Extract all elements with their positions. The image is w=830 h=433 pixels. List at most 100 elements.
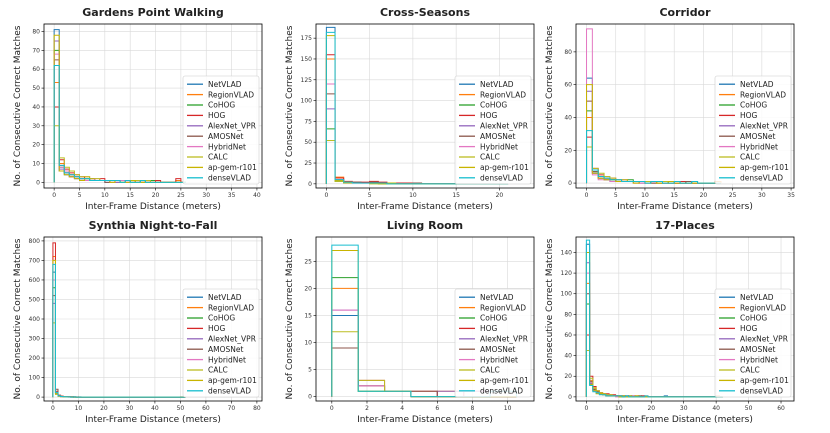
- legend-entry: CALC: [740, 366, 760, 375]
- x-tick-label: 10: [75, 405, 83, 412]
- x-tick-label: 10: [615, 405, 623, 412]
- axes-frame: [315, 23, 535, 189]
- y-tick-label: 60: [564, 332, 572, 339]
- x-axis-label: Inter-Frame Distance (meters): [617, 415, 753, 425]
- x-tick-label: 60: [777, 405, 785, 412]
- y-tick-label: 175: [301, 35, 313, 42]
- axes-frame: [575, 23, 795, 189]
- legend-entry: ap-gem-r101: [208, 376, 257, 385]
- x-tick-label: 20: [647, 405, 655, 412]
- y-tick-label: 600: [29, 277, 41, 284]
- y-tick-label: 20: [32, 142, 40, 149]
- y-axis-label: No. of Consecutive Correct Matches: [545, 25, 555, 186]
- y-tick-label: 800: [29, 238, 41, 245]
- y-tick-label: 100: [29, 375, 41, 382]
- chart-title: 17-Places: [655, 219, 715, 232]
- legend-entry: CoHOG: [480, 314, 507, 323]
- y-tick-label: 30: [32, 123, 40, 130]
- axes-frame: [315, 236, 535, 402]
- legend-entry: AMOSNet: [480, 132, 515, 141]
- legend-entry: HOG: [208, 324, 226, 333]
- legend-entry: HOG: [740, 111, 758, 120]
- y-axis-label: No. of Consecutive Correct Matches: [545, 238, 555, 399]
- y-tick-label: 0: [36, 179, 40, 186]
- x-tick-label: 0: [52, 192, 56, 199]
- legend-entry: HOG: [480, 111, 498, 120]
- x-tick-label: 5: [614, 192, 618, 199]
- y-tick-label: 125: [301, 77, 313, 84]
- x-tick-label: 0: [51, 405, 55, 412]
- x-tick-label: 15: [452, 192, 460, 199]
- chart-title: Gardens Point Walking: [82, 6, 223, 19]
- series-group: [586, 28, 722, 184]
- chart-title: Cross-Seasons: [380, 6, 470, 19]
- legend-entry: CoHOG: [740, 314, 767, 323]
- x-tick-label: 20: [496, 192, 504, 199]
- x-axis-label: Inter-Frame Distance (meters): [85, 202, 221, 212]
- x-tick-label: 50: [745, 405, 753, 412]
- y-tick-label: 75: [304, 118, 312, 125]
- y-tick-label: 150: [301, 56, 313, 63]
- x-tick-label: 60: [202, 405, 210, 412]
- legend-entry: denseVLAD: [208, 174, 251, 183]
- legend-entry: ap-gem-r101: [208, 163, 257, 172]
- x-tick-label: 10: [641, 192, 649, 199]
- legend-entry: CALC: [208, 153, 228, 162]
- legend-entry: denseVLAD: [480, 174, 523, 183]
- y-tick-label: 60: [564, 82, 572, 89]
- legend-entry: RegionVLAD: [480, 303, 526, 312]
- chart-panel-3: 0 10 20 30 40 50 60 70 8001002003004005006007008…: [13, 219, 263, 425]
- chart-title: Synthia Night-to-Fall: [89, 219, 218, 232]
- y-tick-label: 100: [301, 98, 313, 105]
- x-tick-label: 4: [400, 405, 404, 412]
- chart-title: Corridor: [659, 6, 711, 19]
- legend-entry: denseVLAD: [740, 387, 783, 396]
- legend-entry: CALC: [480, 366, 500, 375]
- legend-entry: AlexNet_VPR: [208, 122, 256, 131]
- chart-panel-5: 0 10 20 30 40 50 60 0 20 40 60 80 100 120 140 17-Places…: [545, 219, 795, 425]
- legend-entry: HybridNet: [208, 355, 246, 364]
- legend-entry: NetVLAD: [740, 80, 774, 89]
- legend-entry: AlexNet_VPR: [740, 122, 788, 131]
- y-tick-label: 120: [561, 270, 573, 277]
- x-tick-label: 35: [228, 192, 236, 199]
- x-tick-label: 40: [712, 405, 720, 412]
- x-axis-label: Inter-Frame Distance (meters): [85, 415, 221, 425]
- y-tick-label: 140: [561, 249, 573, 256]
- legend-entry: CoHOG: [740, 101, 767, 110]
- x-axis-label: Inter-Frame Distance (meters): [357, 202, 493, 212]
- x-tick-label: 40: [151, 405, 159, 412]
- legend-entry: HOG: [480, 324, 498, 333]
- legend-entry: CoHOG: [208, 101, 235, 110]
- legend-entry: RegionVLAD: [740, 303, 786, 312]
- y-tick-label: 15: [304, 312, 312, 319]
- y-tick-label: 100: [561, 291, 573, 298]
- y-tick-label: 700: [29, 257, 41, 264]
- y-tick-label: 40: [564, 114, 572, 121]
- y-tick-label: 0: [308, 394, 312, 401]
- y-axis-label: No. of Consecutive Correct Matches: [13, 25, 23, 186]
- x-tick-label: 20: [100, 405, 108, 412]
- legend-entry: ap-gem-r101: [480, 376, 529, 385]
- legend-entry: AlexNet_VPR: [480, 122, 528, 131]
- y-tick-label: 60: [32, 66, 40, 73]
- legend-entry: CoHOG: [208, 314, 235, 323]
- y-tick-label: 500: [29, 296, 41, 303]
- y-tick-label: 20: [304, 285, 312, 292]
- x-tick-label: 50: [177, 405, 185, 412]
- legend-entry: HybridNet: [480, 142, 518, 151]
- legend-entry: AlexNet_VPR: [740, 335, 788, 344]
- x-tick-label: 15: [126, 192, 134, 199]
- series-group: [585, 239, 723, 398]
- chart-panel-0: 0 5 10 15 20 25 30 35 40 0 10 20 30 40 50 60 70 80 Gardens…: [13, 6, 263, 212]
- legend-entry: HybridNet: [740, 355, 778, 364]
- y-tick-label: 40: [564, 353, 572, 360]
